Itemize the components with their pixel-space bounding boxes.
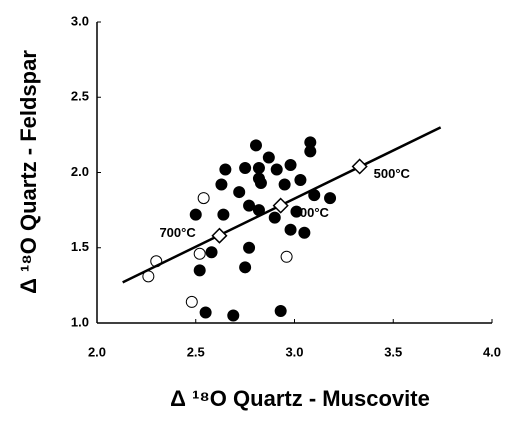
temperature-marker: [272, 197, 289, 214]
filled-point: [252, 161, 265, 174]
filled-point: [294, 174, 307, 187]
filled-point: [284, 223, 297, 236]
filled-point: [217, 208, 230, 221]
temperature-marker: [211, 227, 228, 244]
y-tick-label: 1.0: [71, 314, 89, 329]
temperature-label: 500°C: [374, 166, 411, 181]
x-tick-label: 2.5: [187, 344, 205, 359]
filled-point: [219, 163, 232, 176]
open-point: [197, 192, 210, 205]
filled-point: [215, 178, 228, 191]
filled-point: [304, 145, 317, 158]
filled-point: [239, 261, 252, 274]
filled-point: [227, 309, 240, 322]
x-tick-label: 3.5: [384, 344, 402, 359]
temperature-label: 700°C: [159, 225, 196, 240]
temperature-label: 600°C: [293, 205, 330, 220]
y-axis-title: Δ ¹⁸O Quartz - Feldspar: [16, 50, 41, 294]
filled-point: [239, 161, 252, 174]
x-tick-label: 3.0: [285, 344, 303, 359]
y-tick-label: 3.0: [71, 13, 89, 28]
filled-point: [199, 306, 212, 319]
y-tick-label: 1.5: [71, 239, 89, 254]
filled-point: [254, 177, 267, 190]
x-tick-label: 4.0: [483, 344, 501, 359]
y-tick-label: 2.0: [71, 164, 89, 179]
filled-point: [290, 205, 303, 218]
y-tick-label: 2.5: [71, 89, 89, 104]
filled-point: [233, 186, 246, 199]
filled-point: [284, 158, 297, 171]
filled-point: [243, 241, 256, 254]
temperature-marker: [351, 158, 368, 175]
filled-point: [189, 208, 202, 221]
filled-point: [193, 264, 206, 277]
filled-point: [270, 163, 283, 176]
filled-point: [243, 199, 256, 212]
open-point: [193, 247, 206, 260]
filled-point: [268, 211, 281, 224]
filled-point: [205, 246, 218, 259]
x-tick-label: 2.0: [88, 344, 106, 359]
filled-point: [274, 304, 287, 317]
filled-point: [278, 178, 291, 191]
filled-point: [324, 192, 337, 205]
open-point: [280, 250, 293, 263]
open-point: [185, 295, 198, 308]
filled-point: [262, 151, 275, 164]
filled-point: [298, 226, 311, 239]
filled-point: [249, 139, 262, 152]
x-axis-title: Δ ¹⁸O Quartz - Muscovite: [170, 386, 430, 411]
